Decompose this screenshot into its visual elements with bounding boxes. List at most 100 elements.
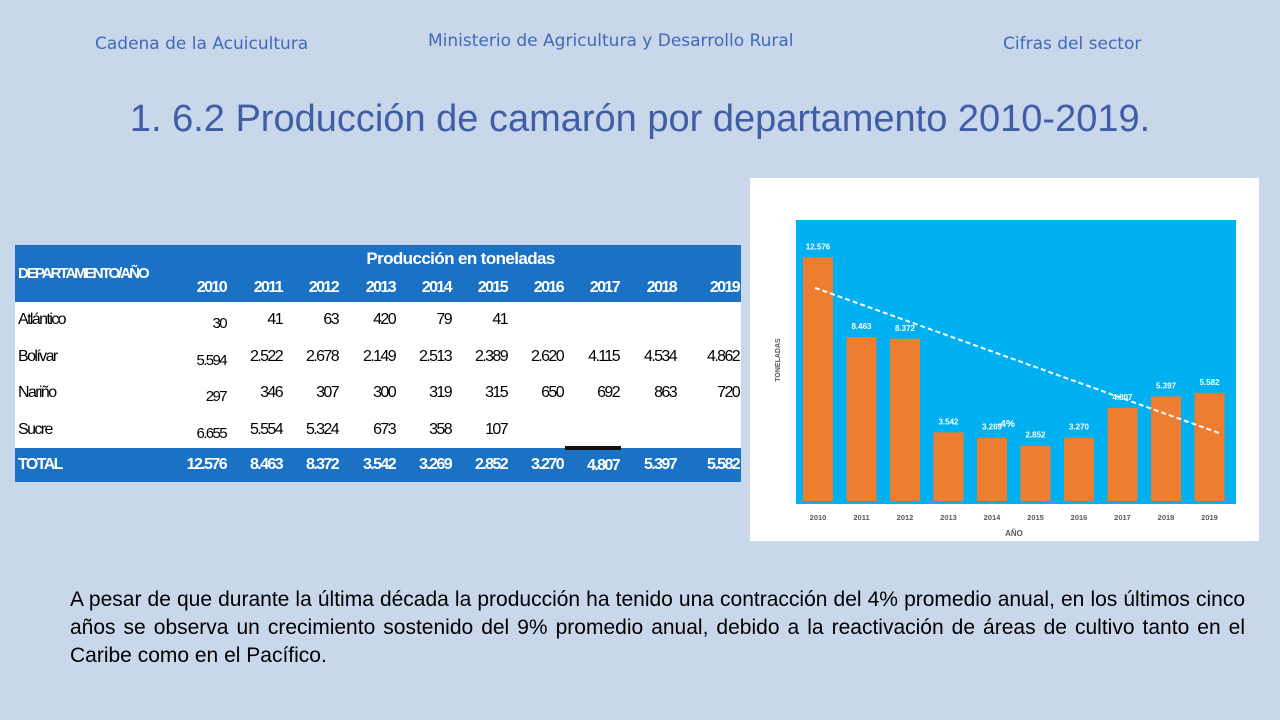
- year-header: 2010: [180, 273, 228, 302]
- dept-header: DEPARTAMENTO/AÑO: [15, 245, 180, 302]
- table-cell: [509, 412, 565, 449]
- slide-title: 1. 6.2 Producción de camarón por departa…: [129, 98, 1151, 140]
- data-label: 8.463: [851, 322, 872, 331]
- total-cell: 5.582: [678, 448, 742, 482]
- x-tick-label: 2018: [1158, 513, 1175, 522]
- header-center: Ministerio de Agricultura y Desarrollo R…: [428, 31, 794, 51]
- total-row: TOTAL 12.576 8.463 8.372 3.542 3.269 2.852 3.27…: [15, 448, 742, 482]
- table-cell: 2.678: [305, 347, 340, 365]
- total-cell: 2.852: [453, 448, 509, 482]
- year-header: 2016: [509, 273, 565, 302]
- table-cell: 2.620: [530, 347, 565, 365]
- x-tick-label: 2013: [940, 513, 957, 522]
- table-cell: 5.324: [305, 420, 340, 438]
- table-cell: 297: [205, 388, 228, 406]
- x-tick-label: 2010: [810, 513, 827, 522]
- table-cell: 5.594: [196, 351, 227, 369]
- group-header: Producción en toneladas: [180, 245, 742, 273]
- total-cell: 3.269: [397, 448, 453, 482]
- table-cell: 2.389: [474, 347, 509, 365]
- year-header: 2015: [453, 273, 509, 302]
- production-table: DEPARTAMENTO/AÑO Producción en toneladas…: [15, 245, 742, 482]
- total-cell: 12.576: [180, 448, 228, 482]
- bar: [803, 257, 833, 501]
- year-header-row: 2010 2011 2012 2013 2014 2015 2016 2017 2018 2019: [15, 273, 742, 302]
- table-cell: 2.149: [362, 347, 397, 365]
- y-axis-title: TONELADAS: [775, 338, 782, 382]
- table-cell: 720: [717, 384, 741, 402]
- total-cell: 3.270: [509, 448, 565, 482]
- table-cell: 41: [267, 311, 283, 329]
- bar: [1151, 396, 1181, 501]
- table-cell: 346: [260, 384, 284, 402]
- table-cell: [565, 302, 621, 339]
- year-header: 2017: [565, 273, 621, 302]
- table-row: Atlántico 30 41 63 420 79 41: [15, 302, 741, 339]
- bar: [1064, 437, 1094, 501]
- x-tick-label: 2012: [897, 513, 914, 522]
- table-row: Sucre 6.655 5.554 5.324 673 358 107: [15, 411, 741, 450]
- table-cell: 358: [429, 420, 453, 438]
- table-cell: 2.522: [249, 347, 284, 365]
- table-cell: 63: [323, 311, 339, 329]
- bar: [1020, 445, 1051, 501]
- row-department: Nariño: [18, 384, 57, 402]
- table-cell: 4.115: [588, 347, 620, 365]
- summary-paragraph: A pesar de que durante la última década …: [70, 588, 1245, 667]
- table-cell: [565, 411, 621, 450]
- chart-panel: 12.576 2010 8.463 2011 8.372 2012 3.542 2013 3.2…: [750, 178, 1259, 541]
- table-cell: 6.655: [196, 424, 227, 442]
- production-bar-chart: 12.576 2010 8.463 2011 8.372 2012 3.542 2013 3.2…: [775, 220, 1236, 538]
- table-cell: 300: [373, 384, 397, 402]
- table-cell: 2.513: [418, 347, 453, 365]
- total-cell: 4.807: [565, 448, 621, 482]
- table-cell: 307: [316, 384, 340, 402]
- bar: [933, 432, 964, 501]
- table-cell: 30: [212, 315, 228, 333]
- trend-label: -4%: [997, 419, 1015, 430]
- x-tick-label: 2014: [984, 513, 1002, 522]
- header-right: Cifras del sector: [1003, 34, 1142, 54]
- x-tick-label: 2017: [1114, 513, 1131, 522]
- table-cell: 79: [436, 311, 452, 329]
- table-row: Nariño 297 346 307 300 319 315 650 692 863 720: [15, 375, 741, 412]
- data-label: 4.807: [1112, 393, 1133, 402]
- table-cell: 4.534: [643, 347, 678, 365]
- table-cell: 5.554: [249, 420, 284, 438]
- total-cell: 5.397: [621, 448, 678, 482]
- year-header: 2014: [397, 273, 453, 302]
- total-label: TOTAL: [15, 448, 180, 482]
- x-tick-label: 2015: [1027, 513, 1044, 522]
- table-cell: 4.862: [707, 347, 741, 365]
- data-label: 3.269: [982, 423, 1003, 432]
- table-cell: [621, 412, 678, 449]
- row-department: Atlántico: [18, 311, 67, 329]
- table-cell: 673: [373, 420, 397, 438]
- data-label: 5.397: [1156, 381, 1177, 390]
- x-tick-label: 2019: [1201, 513, 1218, 522]
- table-cell: 650: [541, 384, 565, 402]
- data-label: 8.372: [895, 324, 916, 333]
- x-axis-title: AÑO: [1005, 529, 1023, 538]
- table-cell: 420: [373, 311, 397, 329]
- table-cell: [621, 302, 678, 339]
- bar: [1194, 392, 1225, 501]
- table-cell: 319: [429, 384, 453, 402]
- table-cell: 692: [597, 384, 621, 402]
- data-label: 3.270: [1069, 423, 1090, 432]
- data-label: 3.542: [938, 417, 959, 426]
- table-row: Bolívar 5.594 2.522 2.678 2.149 2.513 2.389 2.6…: [15, 339, 741, 376]
- table-cell: 41: [492, 311, 508, 329]
- data-label: 2.852: [1025, 431, 1046, 440]
- year-header: 2012: [284, 273, 340, 302]
- table-cell: [678, 302, 741, 339]
- row-department: Bolívar: [18, 347, 58, 365]
- year-header: 2013: [340, 273, 397, 302]
- bar: [977, 437, 1007, 501]
- total-cell: 8.463: [228, 448, 284, 482]
- table-cell: 107: [485, 420, 509, 438]
- data-label: 12.576: [806, 242, 831, 251]
- bar: [890, 338, 920, 501]
- bar: [846, 336, 877, 501]
- year-header: 2018: [621, 273, 678, 302]
